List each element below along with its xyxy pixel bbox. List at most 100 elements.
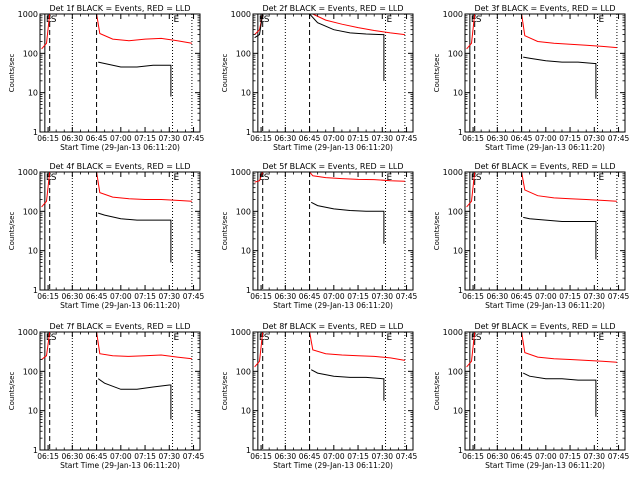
event-marker-label: S — [51, 15, 57, 25]
x-tick-label: 07:00 — [535, 452, 557, 461]
x-tick-label: 07:00 — [323, 452, 345, 461]
x-tick-label: 06:15 — [462, 292, 484, 301]
panel-title: Det 4f BLACK = Events, RED = LLD — [49, 162, 190, 171]
y-tick-label: 100 — [448, 367, 463, 376]
panel-title: Det 9f BLACK = Events, RED = LLD — [474, 322, 615, 331]
event-marker-label: E — [599, 15, 605, 25]
x-axis-label: Start Time (29-Jan-13 06:11:20) — [273, 461, 393, 470]
y-tick-label: 100 — [236, 207, 251, 216]
detector-panel-8: Det 8f BLACK = Events, RED = LLD Counts/s… — [221, 322, 418, 470]
event-rate-series — [523, 216, 597, 260]
lld-rate-series — [41, 172, 192, 208]
x-tick-label: 07:45 — [608, 452, 630, 461]
x-tick-label: 07:30 — [371, 452, 393, 461]
x-tick-label: 07:00 — [110, 134, 132, 143]
y-tick-label: 1000 — [18, 168, 38, 177]
x-tick-label: 06:15 — [462, 134, 484, 143]
y-tick-label: 1 — [458, 446, 463, 455]
x-tick-label: 07:15 — [559, 292, 581, 301]
y-tick-label: 1000 — [443, 168, 463, 177]
detector-panel-6: Det 6f BLACK = Events, RED = LLD Counts/s… — [433, 162, 630, 310]
x-tick-label: 06:45 — [511, 292, 533, 301]
plot-frame — [252, 13, 414, 133]
event-marker-label: S — [264, 333, 270, 343]
event-rate-series — [97, 378, 172, 420]
x-tick-label: 07:15 — [559, 452, 581, 461]
x-tick-label: 07:30 — [583, 452, 605, 461]
lld-rate-series — [466, 332, 617, 368]
x-tick-label: 06:15 — [250, 292, 272, 301]
x-tick-label: 07:00 — [323, 134, 345, 143]
detector-panel-5: Det 5f BLACK = Events, RED = LLD Counts/s… — [221, 162, 418, 310]
x-tick-label: 07:30 — [158, 452, 180, 461]
event-marker-label: E — [599, 173, 605, 183]
event-marker-label: S — [476, 173, 482, 183]
event-rate-series — [98, 61, 172, 97]
event-rate-series — [523, 56, 597, 99]
x-tick-label: 06:45 — [299, 134, 321, 143]
x-tick-label: 07:45 — [608, 292, 630, 301]
lld-rate-series — [254, 172, 405, 183]
x-tick-label: 06:30 — [275, 452, 297, 461]
event-marker-label: E — [174, 15, 180, 25]
y-tick-label: 1 — [458, 128, 463, 137]
y-tick-label: 10 — [453, 247, 463, 256]
event-rate-series — [254, 14, 385, 81]
event-rate-series — [310, 201, 385, 244]
plot-frame — [464, 331, 626, 451]
y-tick-label: 1 — [246, 446, 251, 455]
x-tick-label: 06:45 — [86, 134, 108, 143]
plot-frame — [464, 171, 626, 291]
y-tick-label: 1000 — [231, 168, 251, 177]
x-tick-label: 07:15 — [347, 292, 369, 301]
x-tick-label: 06:30 — [487, 452, 509, 461]
plot-frame — [464, 13, 626, 133]
event-marker-label: S — [51, 173, 57, 183]
y-axis-label: Counts/sec — [221, 212, 229, 251]
plot-frame — [39, 171, 201, 291]
detector-panel-2: Det 2f BLACK = Events, RED = LLD Counts/s… — [221, 4, 418, 152]
event-marker-label: E — [387, 15, 393, 25]
y-tick-label: 1000 — [18, 10, 38, 19]
x-tick-label: 06:30 — [487, 292, 509, 301]
y-axis-label: Counts/sec — [433, 372, 441, 411]
event-rate-series — [522, 372, 597, 417]
event-marker-label: E — [259, 173, 265, 183]
x-tick-label: 07:45 — [183, 134, 205, 143]
x-tick-label: 06:30 — [62, 452, 84, 461]
x-axis-label: Start Time (29-Jan-13 06:11:20) — [273, 143, 393, 152]
x-tick-label: 07:15 — [347, 134, 369, 143]
panel-title: Det 7f BLACK = Events, RED = LLD — [49, 322, 190, 331]
x-tick-label: 06:30 — [62, 134, 84, 143]
y-axis-label: Counts/sec — [8, 372, 16, 411]
event-rate-series — [98, 212, 172, 263]
x-tick-label: 06:30 — [275, 292, 297, 301]
y-tick-label: 10 — [28, 247, 38, 256]
y-tick-label: 10 — [28, 89, 38, 98]
x-tick-label: 07:15 — [134, 134, 156, 143]
detector-panel-9: Det 9f BLACK = Events, RED = LLD Counts/s… — [433, 322, 630, 470]
y-axis-label: Counts/sec — [433, 54, 441, 93]
x-tick-label: 07:45 — [183, 452, 205, 461]
lld-rate-series — [466, 172, 617, 208]
y-axis-label: Counts/sec — [8, 54, 16, 93]
x-tick-label: 07:30 — [371, 134, 393, 143]
y-tick-label: 10 — [241, 407, 251, 416]
detector-panel-4: Det 4f BLACK = Events, RED = LLD Counts/s… — [8, 162, 205, 310]
plot-frame — [39, 13, 201, 133]
lld-rate-series — [466, 14, 617, 50]
x-tick-label: 06:15 — [37, 292, 59, 301]
event-marker-label: S — [264, 15, 270, 25]
x-tick-label: 07:15 — [134, 292, 156, 301]
y-tick-label: 100 — [23, 207, 38, 216]
y-tick-label: 10 — [241, 89, 251, 98]
x-axis-label: Start Time (29-Jan-13 06:11:20) — [60, 143, 180, 152]
x-tick-label: 07:00 — [323, 292, 345, 301]
event-marker-label: E — [599, 333, 605, 343]
y-tick-label: 1 — [246, 286, 251, 295]
lld-rate-series — [254, 332, 405, 368]
x-tick-label: 06:15 — [37, 134, 59, 143]
x-tick-label: 06:15 — [37, 452, 59, 461]
event-rate-series — [310, 369, 385, 401]
lld-rate-series — [41, 14, 192, 50]
